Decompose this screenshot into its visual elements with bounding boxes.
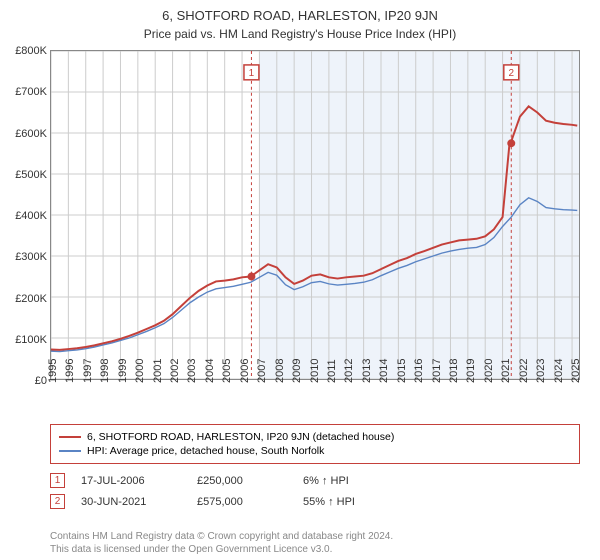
x-tick-label: 1998	[99, 359, 111, 383]
sale-date: 17-JUL-2006	[81, 475, 181, 487]
x-tick-label: 2007	[256, 359, 268, 383]
legend-swatch	[59, 436, 81, 438]
x-tick-label: 2001	[152, 359, 164, 383]
x-tick-label: 2005	[221, 359, 233, 383]
x-tick-label: 2014	[378, 359, 390, 383]
x-tick-label: 1997	[82, 359, 94, 383]
legend-swatch	[59, 450, 81, 452]
chart-title: 6, SHOTFORD ROAD, HARLESTON, IP20 9JN	[0, 0, 600, 23]
sale-delta: 6% ↑ HPI	[303, 475, 383, 487]
legend-row: 6, SHOTFORD ROAD, HARLESTON, IP20 9JN (d…	[59, 430, 571, 444]
y-tick-label: £600K	[15, 128, 47, 140]
sale-row: 1 17-JUL-2006 £250,000 6% ↑ HPI	[50, 470, 580, 491]
x-tick-label: 2004	[204, 359, 216, 383]
sale-date: 30-JUN-2021	[81, 496, 181, 508]
legend: 6, SHOTFORD ROAD, HARLESTON, IP20 9JN (d…	[50, 424, 580, 464]
x-tick-label: 2009	[291, 359, 303, 383]
x-tick-label: 2022	[518, 359, 530, 383]
y-tick-label: £300K	[15, 251, 47, 263]
y-tick-label: £100K	[15, 334, 47, 346]
x-tick-label: 2015	[396, 359, 408, 383]
x-tick-label: 2010	[309, 359, 321, 383]
figure: 6, SHOTFORD ROAD, HARLESTON, IP20 9JN Pr…	[0, 0, 600, 560]
x-tick-label: 2019	[465, 359, 477, 383]
x-tick-label: 2023	[535, 359, 547, 383]
legend-row: HPI: Average price, detached house, Sout…	[59, 444, 571, 458]
x-tick-label: 1999	[117, 359, 129, 383]
y-tick-label: £200K	[15, 293, 47, 305]
y-tick-label: £500K	[15, 169, 47, 181]
y-tick-label: £0	[35, 375, 47, 387]
sale-price: £575,000	[197, 496, 287, 508]
legend-label: 6, SHOTFORD ROAD, HARLESTON, IP20 9JN (d…	[87, 431, 394, 443]
sales-table: 1 17-JUL-2006 £250,000 6% ↑ HPI 2 30-JUN-2021…	[50, 470, 580, 512]
x-tick-label: 2017	[431, 359, 443, 383]
plot-area: 12 £0£100K£200K£300K£400K£500K£600K£700K…	[50, 50, 580, 380]
sale-price: £250,000	[197, 475, 287, 487]
x-tick-label: 2021	[500, 359, 512, 383]
x-tick-label: 2006	[239, 359, 251, 383]
y-tick-label: £800K	[15, 45, 47, 57]
sale-marker: 1	[50, 473, 65, 488]
x-tick-label: 2011	[326, 359, 338, 383]
y-tick-label: £700K	[15, 86, 47, 98]
x-tick-label: 2008	[274, 359, 286, 383]
x-tick-label: 2002	[169, 359, 181, 383]
sale-marker: 2	[50, 494, 65, 509]
sale-row: 2 30-JUN-2021 £575,000 55% ↑ HPI	[50, 491, 580, 512]
footer-line1: Contains HM Land Registry data © Crown c…	[50, 531, 580, 544]
x-tick-label: 2020	[483, 359, 495, 383]
x-tick-label: 2012	[343, 359, 355, 383]
x-tick-label: 2003	[186, 359, 198, 383]
x-tick-label: 1995	[47, 359, 59, 383]
x-tick-label: 2024	[553, 359, 565, 383]
chart-svg: 12	[51, 51, 579, 379]
svg-text:2: 2	[508, 68, 514, 79]
svg-text:1: 1	[249, 68, 255, 79]
x-tick-label: 1996	[64, 359, 76, 383]
legend-label: HPI: Average price, detached house, Sout…	[87, 445, 324, 457]
chart-subtitle: Price paid vs. HM Land Registry's House …	[0, 23, 600, 49]
x-tick-label: 2013	[361, 359, 373, 383]
x-tick-label: 2000	[134, 359, 146, 383]
sale-delta: 55% ↑ HPI	[303, 496, 383, 508]
footer-line2: This data is licensed under the Open Gov…	[50, 544, 580, 557]
x-tick-label: 2018	[448, 359, 460, 383]
footer-attribution: Contains HM Land Registry data © Crown c…	[50, 531, 580, 556]
x-tick-label: 2025	[570, 359, 582, 383]
x-tick-label: 2016	[413, 359, 425, 383]
y-tick-label: £400K	[15, 210, 47, 222]
